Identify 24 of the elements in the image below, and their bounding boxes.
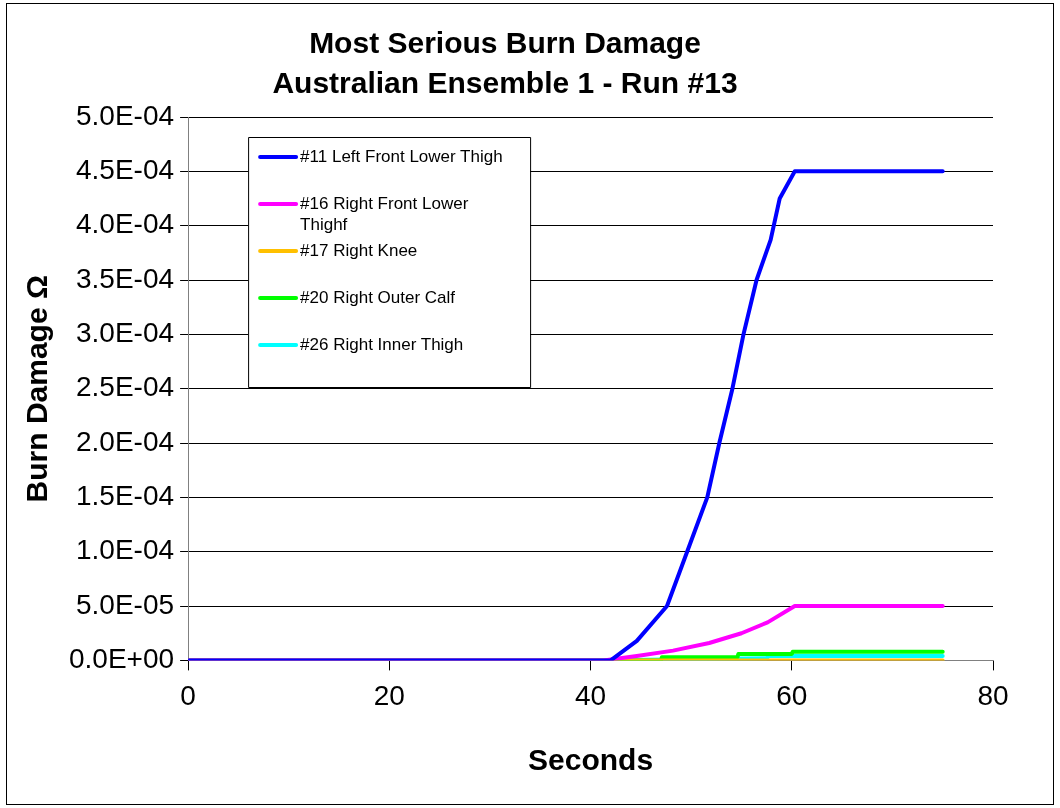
y-axis-title: Burn Damage Ω — [20, 274, 54, 503]
x-tick-label: 40 — [574, 679, 607, 711]
y-tick-label: 5.0E-04 — [76, 99, 175, 131]
y-tick-label: 2.0E-04 — [76, 425, 175, 457]
legend-label: #11 Left Front Lower Thigh — [300, 146, 503, 166]
x-axis-title: Seconds — [528, 743, 654, 777]
y-tick-label: 4.5E-04 — [76, 154, 175, 186]
legend-label: #20 Right Outer Calf — [300, 287, 456, 307]
x-tick-label: 0 — [180, 679, 196, 711]
y-tick-label: 3.0E-04 — [76, 317, 175, 349]
y-tick-label: 1.5E-04 — [76, 480, 175, 512]
legend-label: #17 Right Knee — [300, 240, 418, 260]
legend-label: #26 Right Inner Thigh — [300, 334, 464, 354]
x-tick-label: 20 — [373, 679, 405, 711]
x-tick-label: 80 — [977, 679, 1009, 711]
chart-title: Most Serious Burn Damage Australian Ensemble 1 - Run #13 — [272, 25, 738, 100]
y-tick-label: 4.0E-04 — [76, 208, 175, 240]
y-tick-label: 0.0E+00 — [68, 643, 175, 675]
y-tick-label: 3.5E-04 — [76, 262, 175, 294]
legend-label: #16 Right Front Lower Thighf — [300, 193, 469, 234]
y-tick-label: 5.0E-05 — [76, 588, 175, 620]
y-tick-label: 1.0E-04 — [76, 534, 175, 566]
y-tick-label: 2.5E-04 — [76, 371, 175, 403]
x-tick-label: 60 — [776, 679, 808, 711]
